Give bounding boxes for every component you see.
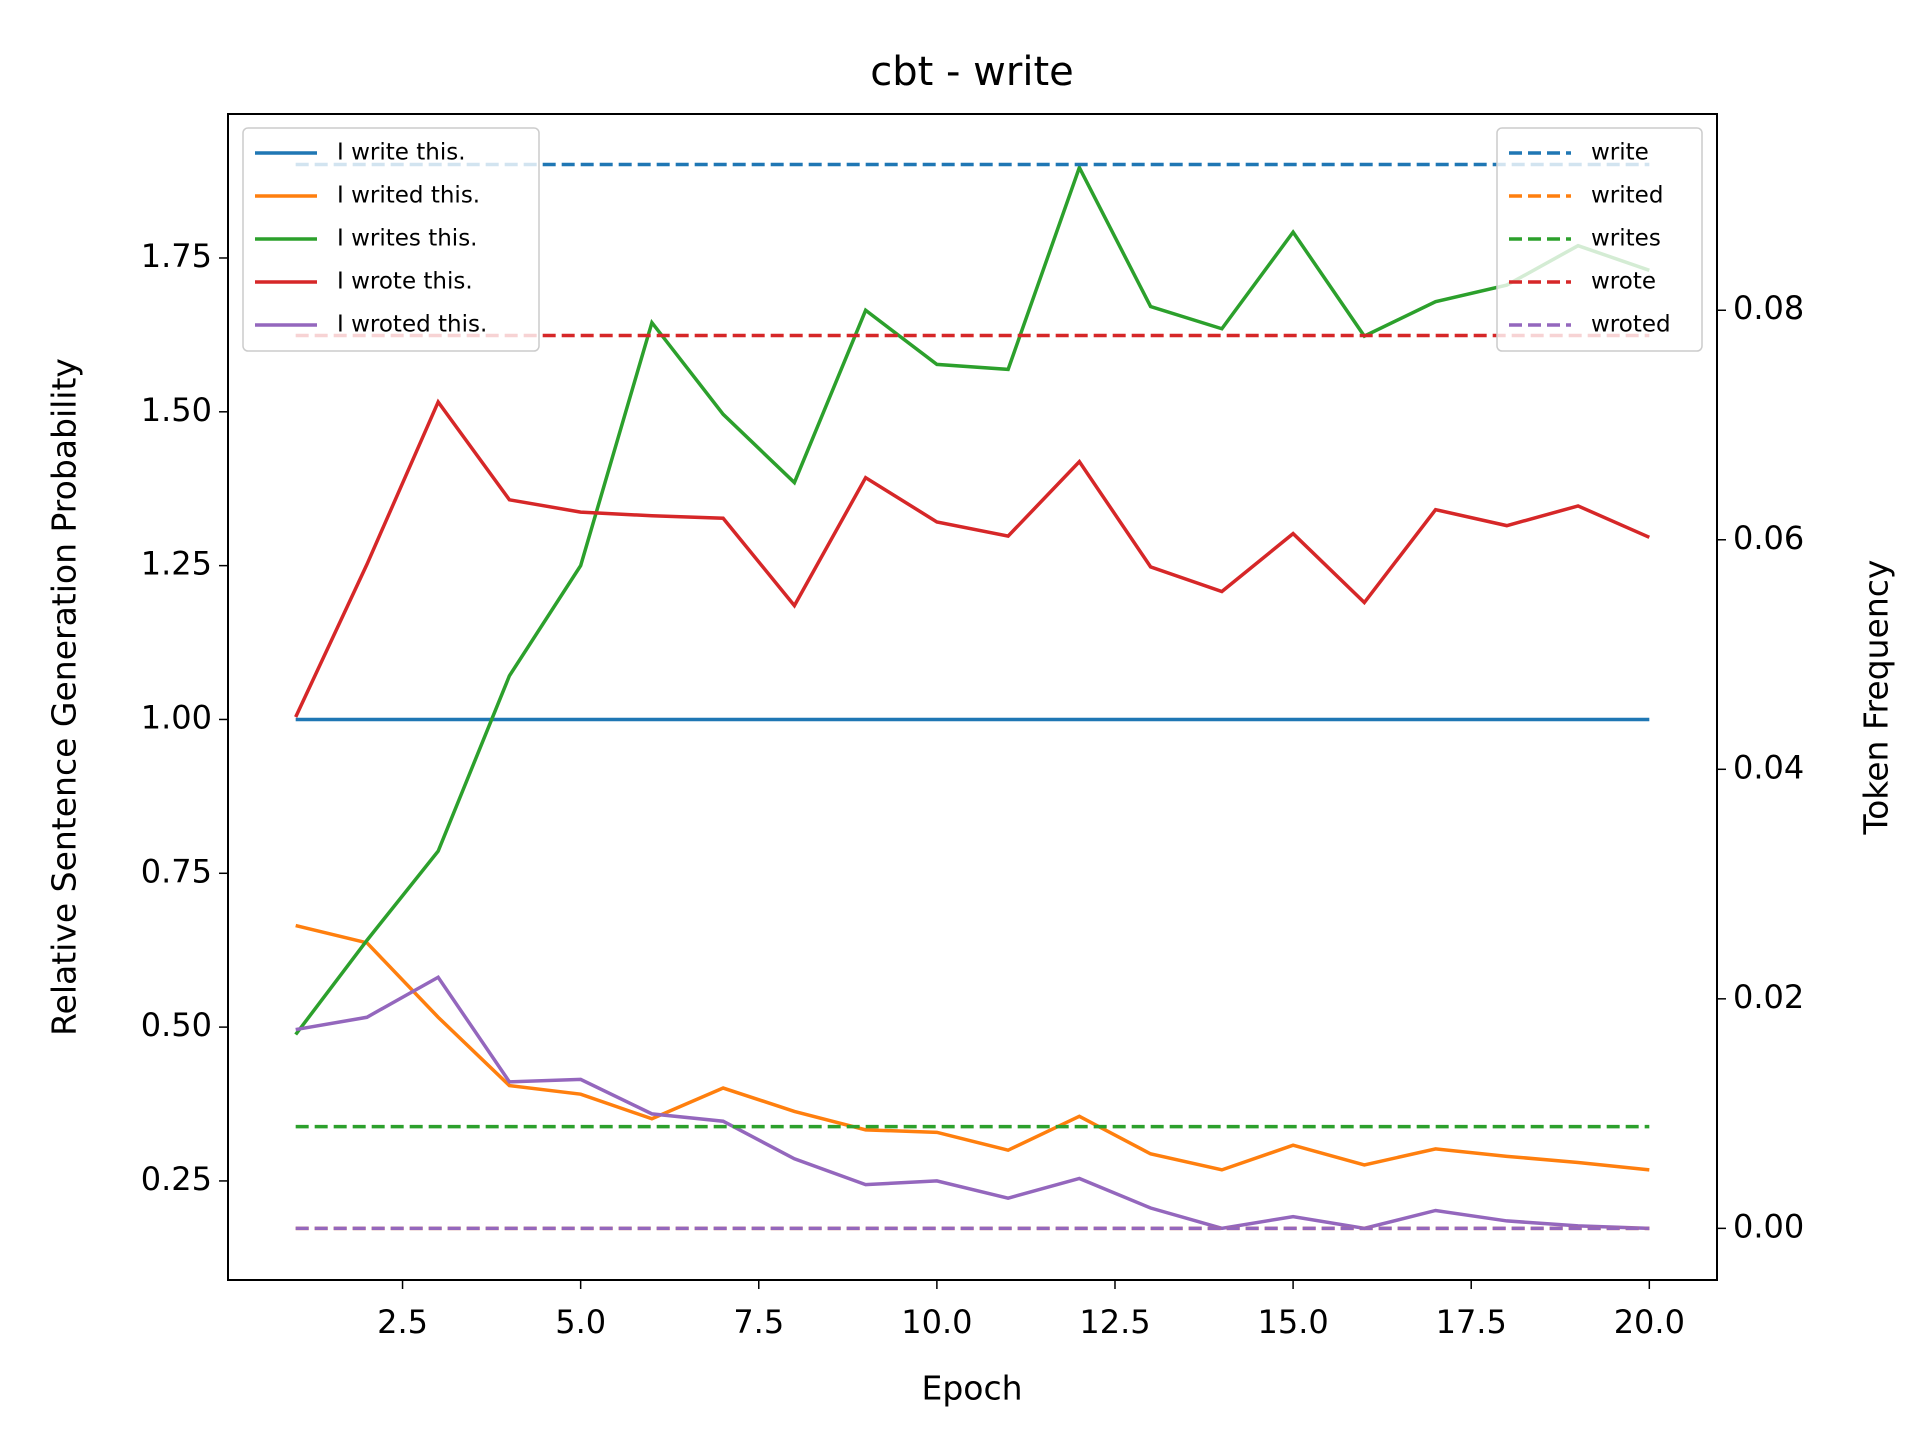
legend-label: writed — [1591, 183, 1663, 209]
x-tick-label: 10.0 — [901, 1303, 972, 1341]
legend-label: wrote — [1591, 269, 1656, 295]
y-tick-label: 0.25 — [141, 1160, 212, 1198]
legend-box — [242, 127, 540, 352]
legend-label: wroted — [1591, 312, 1671, 338]
x-axis-label: Epoch — [921, 1369, 1022, 1408]
y2-tick-label: 0.08 — [1733, 289, 1804, 327]
legend-label: write — [1591, 140, 1649, 166]
plot-frame — [227, 113, 1718, 1281]
chart-title: cbt - write — [870, 49, 1074, 95]
line — [294, 398, 1651, 718]
x-tick-label: 17.5 — [1436, 1303, 1507, 1341]
y-tick-label: 1.50 — [141, 391, 212, 429]
y2-tick-label: 0.04 — [1733, 748, 1804, 786]
x-tick-label: 12.5 — [1079, 1303, 1150, 1341]
legend-label: I writes this. — [337, 226, 478, 252]
y-tick-label: 0.75 — [141, 852, 212, 890]
y-tick-label: 0.50 — [141, 1006, 212, 1044]
legend-label: I writed this. — [337, 183, 480, 209]
x-tick-label: 2.5 — [377, 1303, 428, 1341]
y2-tick-label: 0.00 — [1733, 1207, 1804, 1245]
x-tick-label: 20.0 — [1614, 1303, 1685, 1341]
y2-tick-label: 0.06 — [1733, 519, 1804, 557]
legend-label: writes — [1591, 226, 1661, 252]
legend-label: I wroted this. — [337, 312, 487, 338]
y2-axis-label: Token Frequency — [1857, 560, 1896, 836]
x-tick-label: 15.0 — [1257, 1303, 1328, 1341]
line — [295, 974, 1650, 1231]
legend-label: I wrote this. — [337, 269, 473, 295]
legend-box — [1496, 127, 1703, 352]
y-tick-label: 1.25 — [141, 545, 212, 583]
y2-tick-label: 0.02 — [1733, 978, 1804, 1016]
x-tick-label: 7.5 — [733, 1303, 784, 1341]
y-tick-label: 1.00 — [141, 698, 212, 736]
y-axis-label: Relative Sentence Generation Probability — [45, 358, 84, 1036]
legend-label: I write this. — [337, 140, 466, 166]
x-tick-label: 5.0 — [555, 1303, 606, 1341]
y-tick-label: 1.75 — [141, 237, 212, 275]
line — [294, 163, 1650, 1036]
line — [295, 923, 1650, 1172]
